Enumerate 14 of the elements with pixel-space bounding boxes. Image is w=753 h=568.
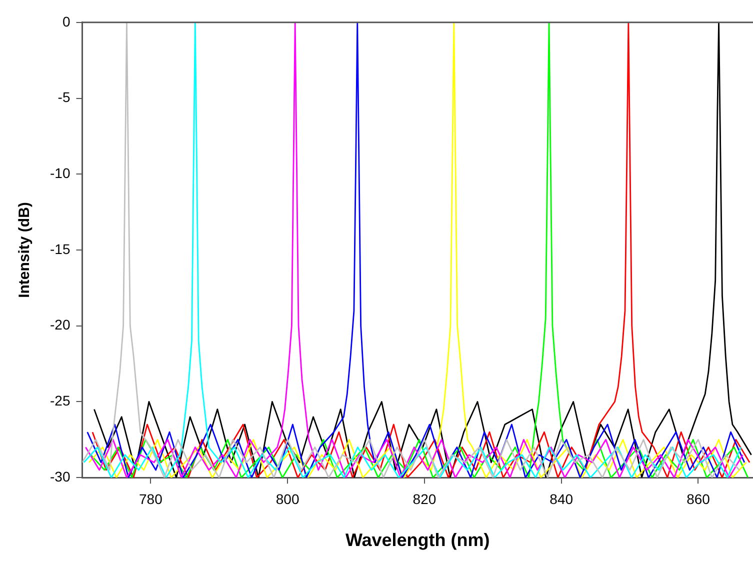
x-tick-label: 800 <box>276 490 300 507</box>
y-axis-title: Intensity (dB) <box>16 202 34 298</box>
x-tick-label: 860 <box>686 490 710 507</box>
x-tick-label: 820 <box>412 490 436 507</box>
y-tick-label: -15 <box>50 240 70 257</box>
y-tick-label: -20 <box>50 316 70 333</box>
y-tick-label: -30 <box>50 468 70 484</box>
y-tick-label: -10 <box>50 164 70 181</box>
x-tick-label: 840 <box>550 490 574 507</box>
y-tick-label: -25 <box>50 392 70 409</box>
y-tick-label: 0 <box>62 13 70 30</box>
y-tick-label: -5 <box>58 89 70 106</box>
x-tick-label: 780 <box>139 490 163 507</box>
x-axis-title: Wavelength (nm) <box>345 530 490 550</box>
